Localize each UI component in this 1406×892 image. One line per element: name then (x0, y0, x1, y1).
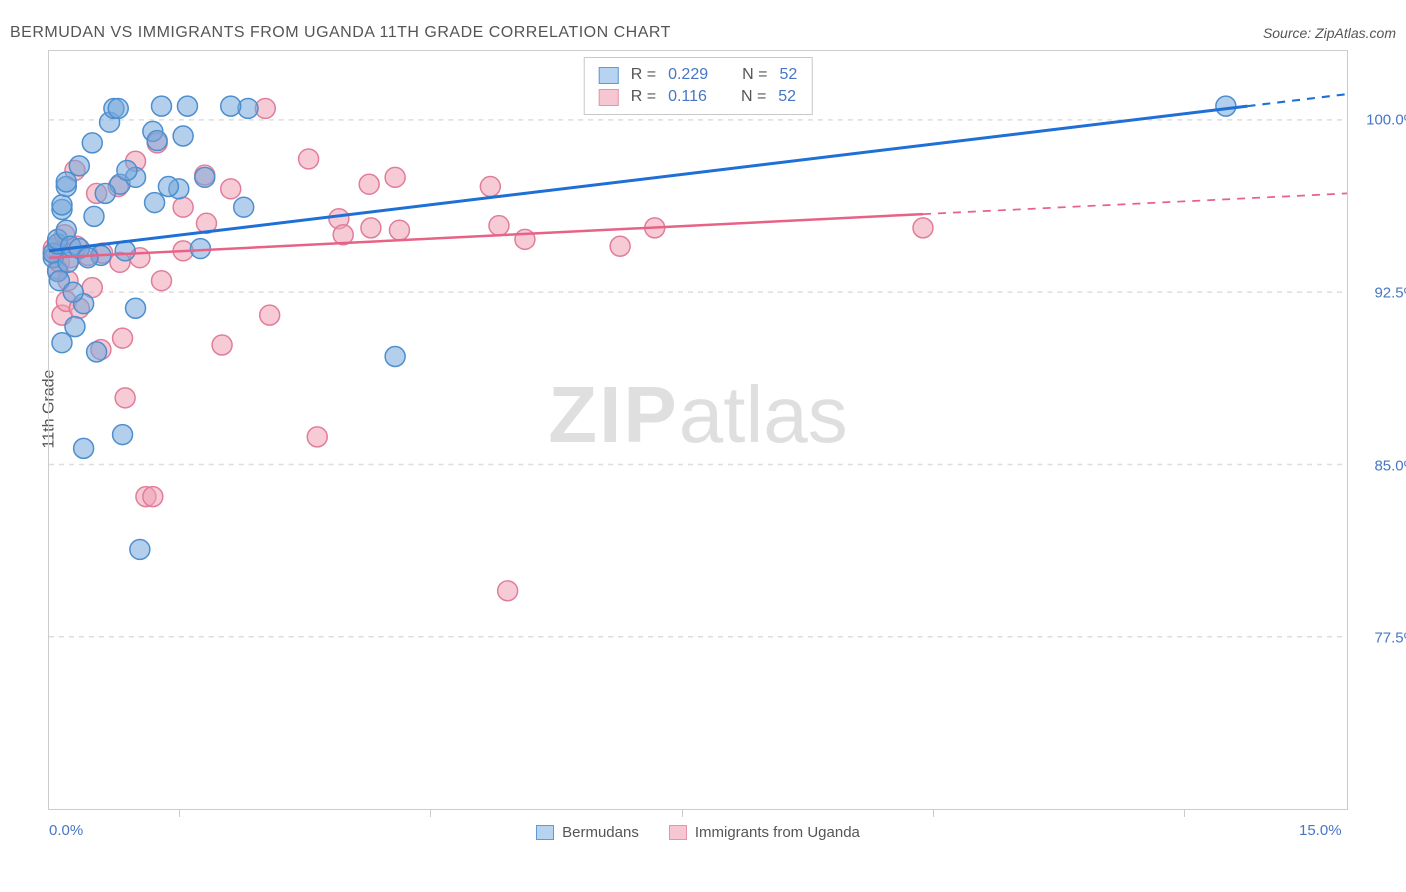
bermudan-point (84, 206, 104, 226)
uganda-point (115, 388, 135, 408)
legend-label: Bermudans (562, 824, 639, 841)
y-tick-label: 92.5% (1357, 284, 1406, 301)
chart-title: BERMUDAN VS IMMIGRANTS FROM UGANDA 11TH … (10, 24, 671, 42)
n-label: N = (741, 88, 766, 106)
bermudan-point (221, 96, 241, 116)
bermudan-trend-extrap (1247, 94, 1347, 106)
bermudan-point (195, 167, 215, 187)
y-tick-label: 77.5% (1357, 630, 1406, 647)
uganda-point (610, 236, 630, 256)
bermudan-point (234, 197, 254, 217)
uganda-point (913, 218, 933, 238)
source-name: ZipAtlas.com (1315, 25, 1396, 41)
legend-label: Immigrants from Uganda (695, 824, 860, 841)
plot-area: ZIPatlas 77.5%85.0%92.5%100.0% 0.0%15.0%… (48, 50, 1348, 810)
bermudan-point (1216, 96, 1236, 116)
legend-swatch (536, 825, 554, 840)
legend-swatch (669, 825, 687, 840)
uganda-point (480, 177, 500, 197)
bermudan-point (177, 96, 197, 116)
corr-swatch (599, 67, 619, 84)
r-value: 0.229 (668, 66, 708, 84)
r-value: 0.116 (668, 88, 707, 106)
header: BERMUDAN VS IMMIGRANTS FROM UGANDA 11TH … (10, 18, 1396, 48)
x-tick-mark (933, 809, 934, 817)
source-label: Source: (1263, 25, 1311, 41)
uganda-point (221, 179, 241, 199)
legend-item: Immigrants from Uganda (669, 824, 860, 841)
n-value: 52 (779, 66, 797, 84)
bermudan-point (52, 195, 72, 215)
bermudan-point (190, 239, 210, 259)
x-tick-mark (430, 809, 431, 817)
uganda-point (361, 218, 381, 238)
bermudan-point (113, 425, 133, 445)
r-label: R = (631, 88, 656, 106)
x-tick-mark (682, 809, 683, 817)
y-tick-label: 100.0% (1357, 112, 1406, 129)
uganda-point (385, 167, 405, 187)
y-tick-label: 85.0% (1357, 457, 1406, 474)
bermudan-point (126, 298, 146, 318)
legend-bottom: Bermudans Immigrants from Uganda (49, 824, 1347, 841)
uganda-point (359, 174, 379, 194)
bermudan-point (56, 172, 76, 192)
bermudan-point (87, 342, 107, 362)
bermudan-point (130, 539, 150, 559)
bermudan-point (74, 438, 94, 458)
bermudan-point (69, 156, 89, 176)
uganda-point (260, 305, 280, 325)
uganda-point (143, 487, 163, 507)
correlation-box: R = 0.229 N = 52 R = 0.116 N = 52 (584, 57, 813, 115)
bermudan-point (52, 333, 72, 353)
uganda-point (489, 216, 509, 236)
bermudan-point (173, 126, 193, 146)
uganda-trend-extrap (923, 193, 1347, 214)
correlation-row: R = 0.116 N = 52 (599, 86, 798, 108)
uganda-point (113, 328, 133, 348)
correlation-row: R = 0.229 N = 52 (599, 64, 798, 86)
bermudan-point (117, 160, 137, 180)
uganda-point (498, 581, 518, 601)
bermudan-point (82, 133, 102, 153)
r-label: R = (631, 66, 656, 84)
uganda-point (299, 149, 319, 169)
bermudan-point (385, 347, 405, 367)
bermudan-point (63, 282, 83, 302)
bermudan-point (145, 193, 165, 213)
source-attribution: Source: ZipAtlas.com (1263, 25, 1396, 41)
bermudan-point (108, 98, 128, 118)
bermudan-point (65, 317, 85, 337)
bermudan-point (152, 96, 172, 116)
bermudan-point (158, 177, 178, 197)
plot-svg (49, 51, 1347, 809)
uganda-point (389, 220, 409, 240)
bermudan-point (147, 131, 167, 151)
uganda-point (212, 335, 232, 355)
n-value: 52 (778, 88, 796, 106)
legend-item: Bermudans (536, 824, 639, 841)
uganda-point (307, 427, 327, 447)
uganda-point (173, 197, 193, 217)
n-label: N = (742, 66, 767, 84)
uganda-point (152, 271, 172, 291)
corr-swatch (599, 89, 619, 106)
bermudan-point (78, 248, 98, 268)
x-tick-mark (179, 809, 180, 817)
x-tick-mark (1184, 809, 1185, 817)
bermudan-point (95, 183, 115, 203)
